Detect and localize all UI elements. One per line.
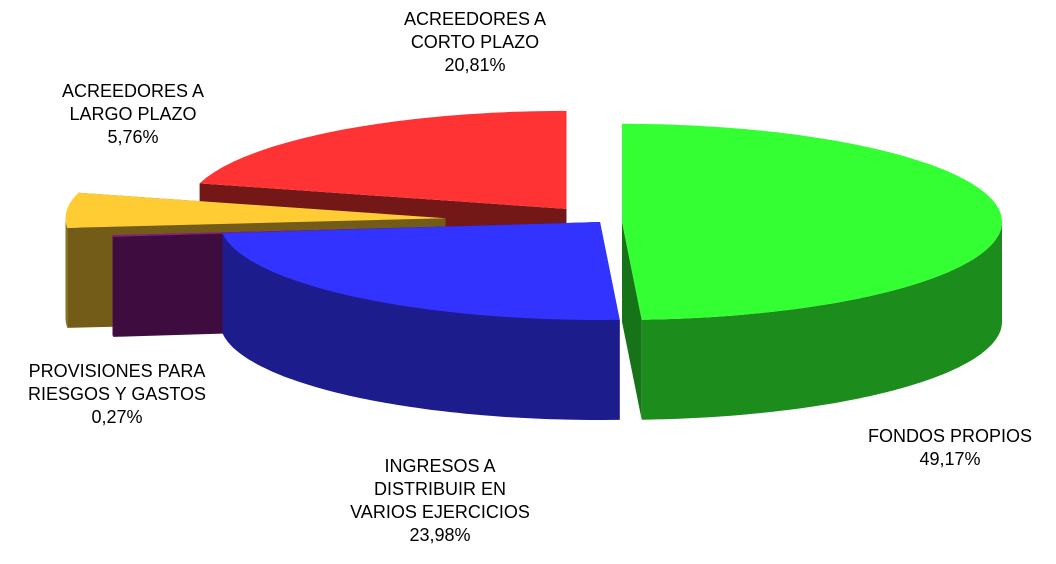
slice-side bbox=[622, 221, 642, 420]
slice-wall bbox=[222, 233, 620, 420]
slice-value-label: 5,76% bbox=[107, 127, 159, 147]
slice-wall bbox=[112, 235, 114, 337]
slice-category-label: INGRESOS A DISTRIBUIR EN VARIOS EJERCICI… bbox=[350, 456, 530, 522]
slice-label: ACREEDORES A CORTO PLAZO 20,81% bbox=[383, 8, 568, 77]
slice-value-label: 0,27% bbox=[91, 407, 143, 427]
slice-category-label: ACREEDORES A LARGO PLAZO bbox=[61, 81, 205, 124]
slice-value-label: 20,81% bbox=[444, 55, 506, 75]
slice-category-label: ACREEDORES A CORTO PLAZO bbox=[403, 9, 547, 52]
slice-label: ACREEDORES A LARGO PLAZO 5,76% bbox=[41, 80, 226, 149]
slice-wall bbox=[641, 221, 1002, 420]
slice-category-label: FONDOS PROPIOS bbox=[867, 426, 1033, 446]
slice-label: FONDOS PROPIOS 49,17% bbox=[830, 425, 1056, 471]
slice bbox=[199, 110, 567, 209]
slice-category-label: PROVISIONES PARA RIESGOS Y GASTOS bbox=[27, 361, 207, 404]
slice bbox=[222, 222, 620, 320]
slice-wall bbox=[65, 218, 68, 328]
slice bbox=[622, 123, 1002, 320]
slice-value-label: 23,98% bbox=[409, 525, 471, 545]
slice-label: INGRESOS A DISTRIBUIR EN VARIOS EJERCICI… bbox=[340, 455, 540, 547]
slice-label: PROVISIONES PARA RIESGOS Y GASTOS 0,27% bbox=[2, 360, 232, 429]
slice bbox=[65, 192, 446, 228]
slice-value-label: 49,17% bbox=[919, 449, 981, 469]
